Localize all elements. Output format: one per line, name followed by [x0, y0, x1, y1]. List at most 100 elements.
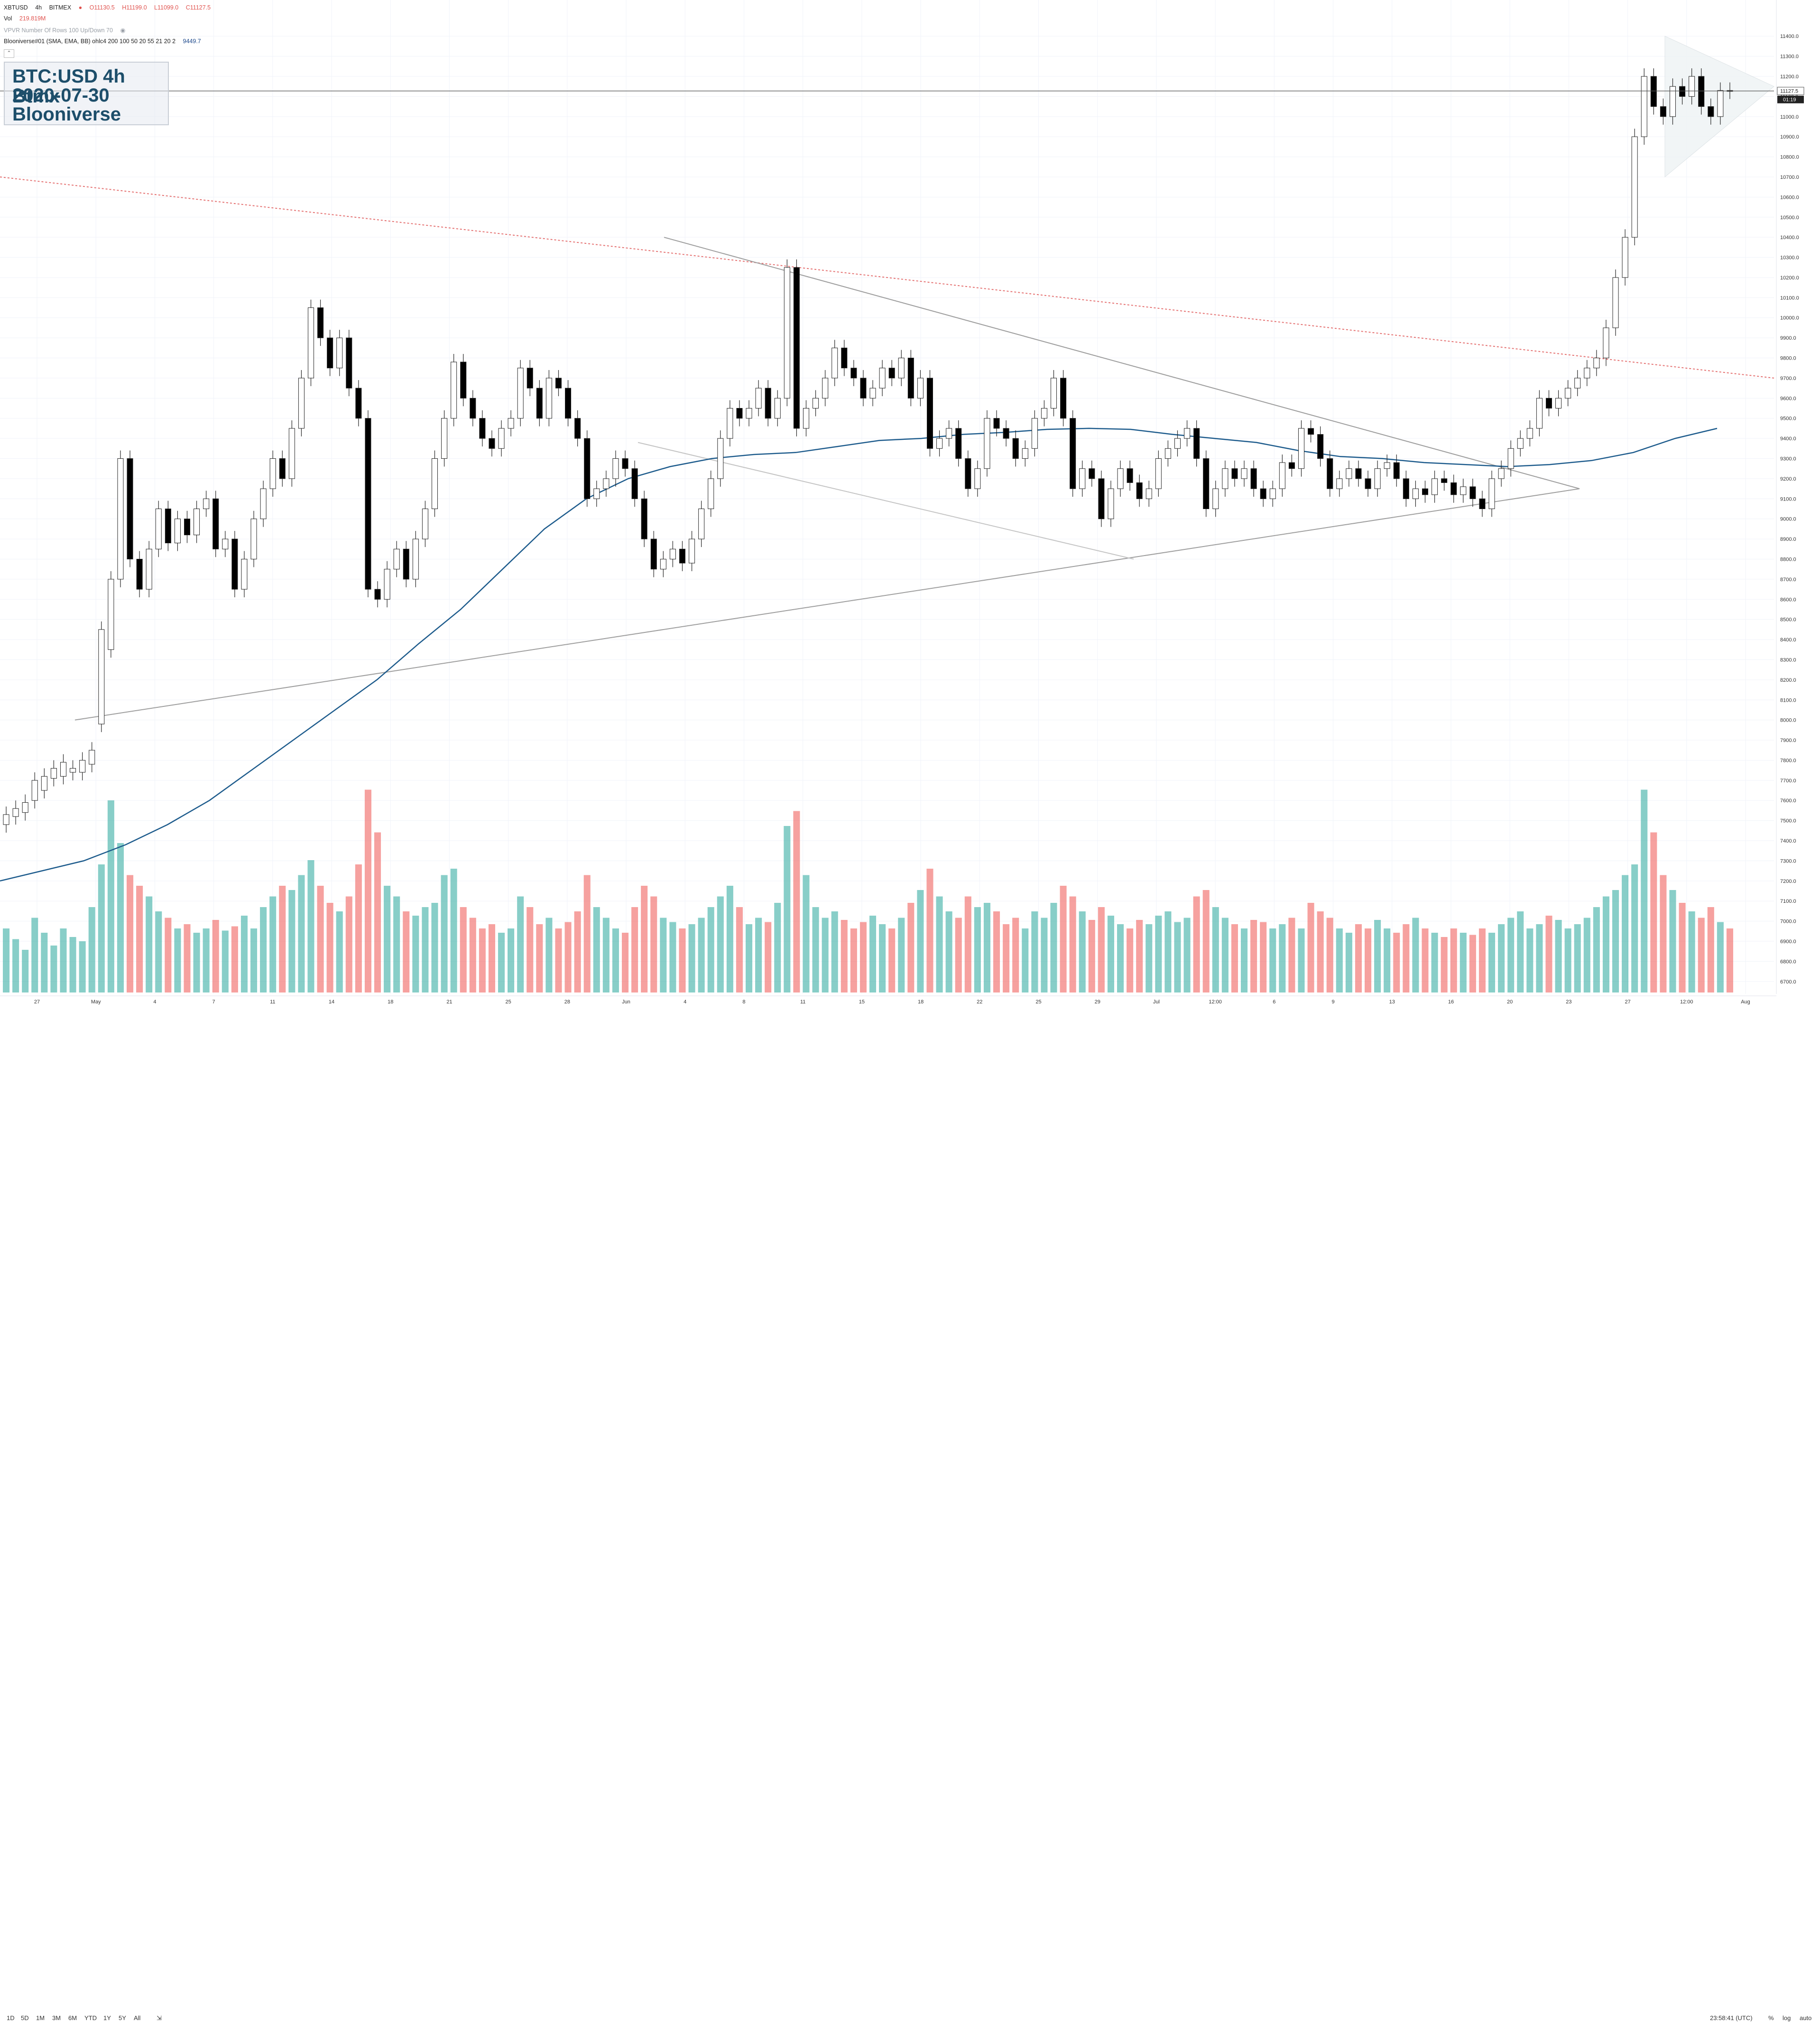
- price-tick-label: 9400.0: [1780, 436, 1796, 442]
- candle-body: [3, 814, 9, 825]
- time-tick-label: 27: [1625, 999, 1630, 1005]
- price-tick-label: 9900.0: [1780, 335, 1796, 341]
- candle-body: [451, 362, 457, 419]
- tf-5d[interactable]: 5D: [21, 2014, 29, 2022]
- candle-body: [536, 388, 543, 419]
- candle-body: [784, 267, 790, 399]
- candle-body: [212, 498, 219, 549]
- candle-body: [669, 548, 676, 559]
- volume-bar: [527, 907, 534, 992]
- volume-bar: [307, 860, 314, 992]
- tf-6m[interactable]: 6M: [68, 2014, 77, 2022]
- volume-bar: [1422, 928, 1429, 992]
- open-dot: ●: [78, 4, 83, 11]
- tf-5y[interactable]: 5Y: [119, 2014, 126, 2022]
- candle-body: [822, 378, 829, 399]
- resistance-line[interactable]: [0, 176, 1774, 379]
- volume-bar: [364, 789, 371, 992]
- candle-body: [1127, 468, 1133, 483]
- price-chart[interactable]: 11400.011300.011200.011100.011000.010900…: [0, 0, 1820, 1024]
- volume-bar: [945, 911, 952, 992]
- volume-bar: [12, 939, 19, 992]
- volume-bar: [508, 928, 515, 992]
- candle-body: [612, 458, 619, 479]
- volume-bar: [564, 922, 572, 992]
- tf-3m[interactable]: 3M: [52, 2014, 61, 2022]
- price-tick-label: 9500.0: [1780, 416, 1796, 422]
- time-tick-label: 4: [153, 999, 156, 1005]
- support-trendline[interactable]: [74, 488, 1580, 721]
- price-tick-label: 8800.0: [1780, 557, 1796, 562]
- volume-bar: [631, 907, 638, 992]
- candle-body: [1184, 428, 1191, 439]
- candle-body: [1432, 478, 1438, 495]
- volume-bar: [155, 911, 162, 992]
- resistance-trendline[interactable]: [664, 237, 1580, 490]
- tf-ytd[interactable]: YTD: [84, 2014, 97, 2022]
- tf-1y[interactable]: 1Y: [103, 2014, 111, 2022]
- candle-body: [955, 428, 962, 459]
- volume-bar: [1288, 918, 1295, 992]
- symbol-label[interactable]: XBTUSD: [4, 4, 28, 11]
- interval-label[interactable]: 4h: [35, 4, 42, 11]
- utc-clock[interactable]: 23:58:41 (UTC): [1710, 2014, 1753, 2022]
- volume-bar: [869, 916, 877, 992]
- volume-bar: [612, 928, 619, 992]
- volume-bar: [574, 911, 581, 992]
- title-annotation[interactable]: BTC:USD 4h Btmx 2020-07-30 Blooniverse: [4, 62, 169, 125]
- volume-bar: [212, 920, 219, 992]
- candle-body: [336, 337, 343, 369]
- volume-bar: [1498, 924, 1505, 992]
- volume-bar: [907, 903, 915, 992]
- volume-bar: [660, 918, 667, 992]
- time-tick-label: 25: [506, 999, 511, 1005]
- candle-body: [279, 458, 286, 479]
- collapse-legend-icon[interactable]: ⌃: [4, 49, 14, 58]
- volume-bar: [755, 918, 762, 992]
- volume-bar: [698, 918, 705, 992]
- candle-body: [1070, 418, 1076, 489]
- volume-bar: [955, 918, 962, 992]
- price-axis[interactable]: 11400.011300.011200.011100.011000.010900…: [1776, 0, 1799, 994]
- volume-bar: [888, 928, 896, 992]
- log-toggle[interactable]: log: [1783, 2014, 1791, 2022]
- auto-toggle[interactable]: auto: [1800, 2014, 1812, 2022]
- candle-body: [365, 418, 371, 590]
- volume-bar: [1688, 911, 1695, 992]
- candle-body: [1117, 468, 1124, 489]
- volume-bar: [374, 832, 381, 992]
- volume-bar: [260, 907, 267, 992]
- price-tick-label: 8100.0: [1780, 697, 1796, 703]
- time-tick-label: 18: [918, 999, 924, 1005]
- time-tick-label: Aug: [1741, 999, 1750, 1005]
- indicator-label[interactable]: Blooniverse#01 (SMA, EMA, BB) ohlc4 200 …: [4, 38, 176, 45]
- candle-body: [1536, 398, 1543, 429]
- volume-bar: [107, 800, 114, 992]
- volume-bar: [1660, 875, 1667, 992]
- volume-bar: [545, 918, 553, 992]
- volume-bar: [650, 896, 657, 992]
- time-tick-label: 25: [1035, 999, 1041, 1005]
- last-price-badge-bg: [1777, 87, 1804, 95]
- sma-200-line[interactable]: [0, 427, 1718, 882]
- tf-1d[interactable]: 1D: [7, 2014, 15, 2022]
- price-tick-label: 10200.0: [1780, 275, 1799, 281]
- volume-label[interactable]: Vol: [4, 15, 12, 22]
- time-tick-label: 12:00: [1209, 999, 1222, 1005]
- candle-body: [1412, 488, 1419, 499]
- vpvr-label[interactable]: VPVR Number Of Rows 100 Up/Down 70: [4, 27, 113, 34]
- eye-icon[interactable]: ◉: [120, 27, 126, 34]
- time-axis[interactable]: 27 May 4 7 11 14 18 21 25 28 Jun 4 8 11 15 18 22 25 29 Jul 1…: [0, 995, 1776, 1005]
- price-tick-label: 11400.0: [1780, 34, 1799, 39]
- volume-bar: [1393, 933, 1400, 992]
- tf-all[interactable]: All: [134, 2014, 141, 2022]
- percent-toggle[interactable]: %: [1768, 2014, 1774, 2022]
- tf-1m[interactable]: 1M: [36, 2014, 45, 2022]
- volume-bar: [98, 864, 105, 992]
- volume-bar: [1307, 903, 1314, 992]
- candle-body: [1203, 458, 1210, 510]
- volume-bar: [1355, 924, 1362, 992]
- volume-bar: [1478, 928, 1486, 992]
- candle-body: [593, 488, 600, 499]
- goto-date-icon[interactable]: ⇲: [157, 2014, 162, 2022]
